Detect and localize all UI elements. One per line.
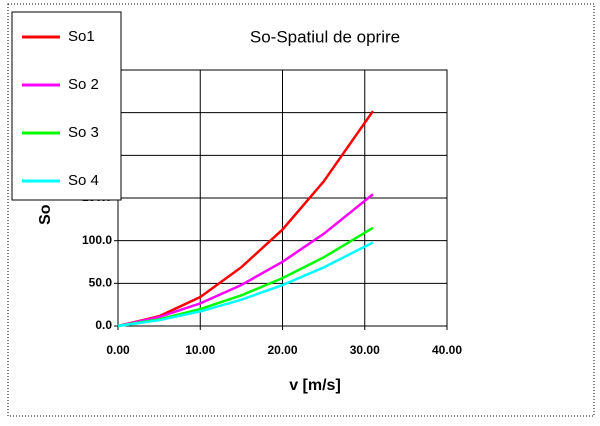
x-axis-title: v [m/s] bbox=[289, 377, 341, 394]
y-tick-label: 50.0 bbox=[89, 276, 113, 290]
plot-area: 0.050.0100.0150.0200.0250.0300.00.0010.0… bbox=[82, 62, 462, 357]
legend-label: So 2 bbox=[68, 76, 99, 93]
y-tick-label: 0.0 bbox=[95, 318, 112, 332]
series-line bbox=[117, 241, 374, 328]
legend-label: So 4 bbox=[68, 172, 99, 189]
x-tick-label: 40.00 bbox=[432, 343, 462, 357]
legend-box bbox=[11, 11, 122, 201]
x-tick-label: 0.00 bbox=[106, 343, 130, 357]
legend: So1 So 2 So 3 So 4 bbox=[11, 11, 122, 201]
legend-label: So1 bbox=[68, 28, 95, 45]
series-line bbox=[117, 193, 374, 328]
y-tick-label: 100.0 bbox=[82, 233, 112, 247]
x-tick-label: 20.00 bbox=[267, 343, 297, 357]
x-tick-label: 10.00 bbox=[185, 343, 215, 357]
x-tick-label: 30.00 bbox=[350, 343, 380, 357]
legend-label: So 3 bbox=[68, 124, 99, 141]
chart-title: So-Spatiul de oprire bbox=[250, 27, 400, 46]
